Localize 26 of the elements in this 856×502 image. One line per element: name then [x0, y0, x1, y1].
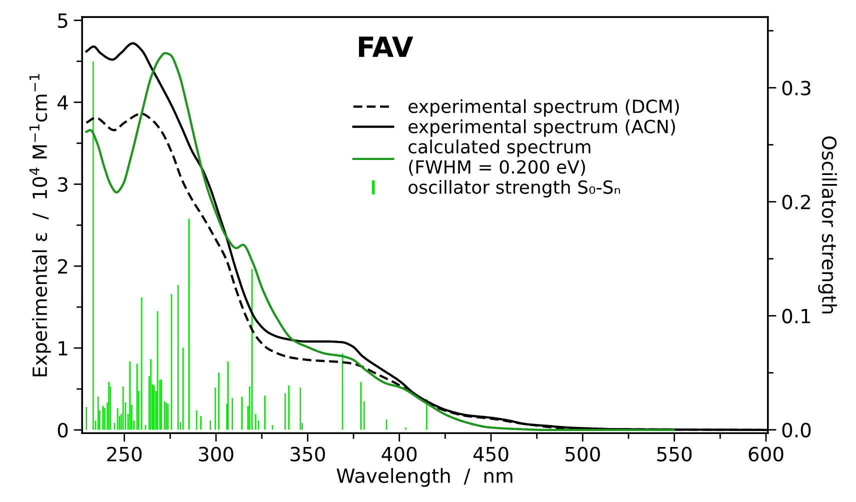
- y-tick-label: 5: [58, 14, 68, 28]
- text: FAV: [358, 36, 414, 57]
- x-tick-label: 500: [566, 446, 600, 462]
- x-tick-label: 400: [382, 446, 417, 462]
- x-tick-label: 450: [473, 446, 508, 462]
- y-tick-label: 2: [58, 259, 68, 274]
- x-tick-label: 250: [107, 446, 142, 462]
- x-tick-label: 600: [748, 446, 784, 462]
- x-tick-label: 550: [657, 446, 692, 462]
- y-tick-label: 4: [58, 95, 68, 110]
- x-axis-title: Wavelength / nm: [336, 468, 512, 487]
- y2-tick-label: 0.0: [782, 422, 811, 438]
- legend-label: oscillator strength S₀-Sₙ: [408, 180, 620, 198]
- y2-tick-label: 0.2: [782, 194, 810, 210]
- x-tick-label: 300: [198, 446, 234, 462]
- legend-label: experimental spectrum (ACN): [408, 119, 675, 137]
- y-tick-label: 3: [58, 177, 68, 192]
- y2-tick-label: 0.1: [782, 308, 810, 324]
- y2-axis-title: Oscillator strength: [818, 136, 837, 314]
- y-tick-label: 0: [58, 422, 68, 438]
- legend-label: calculated spectrum (FWHM = 0.200 eV): [408, 140, 590, 176]
- y-axis-title: Experimental ε / 10$^{4}$ M$^{−1}$cm$^{−1}$: [29, 74, 51, 376]
- x-tick-label: 350: [290, 446, 325, 462]
- y2-tick-label: 0.3: [782, 80, 810, 96]
- legend-label: experimental spectrum (DCM): [408, 99, 679, 117]
- y-tick-label: 1: [58, 341, 68, 356]
